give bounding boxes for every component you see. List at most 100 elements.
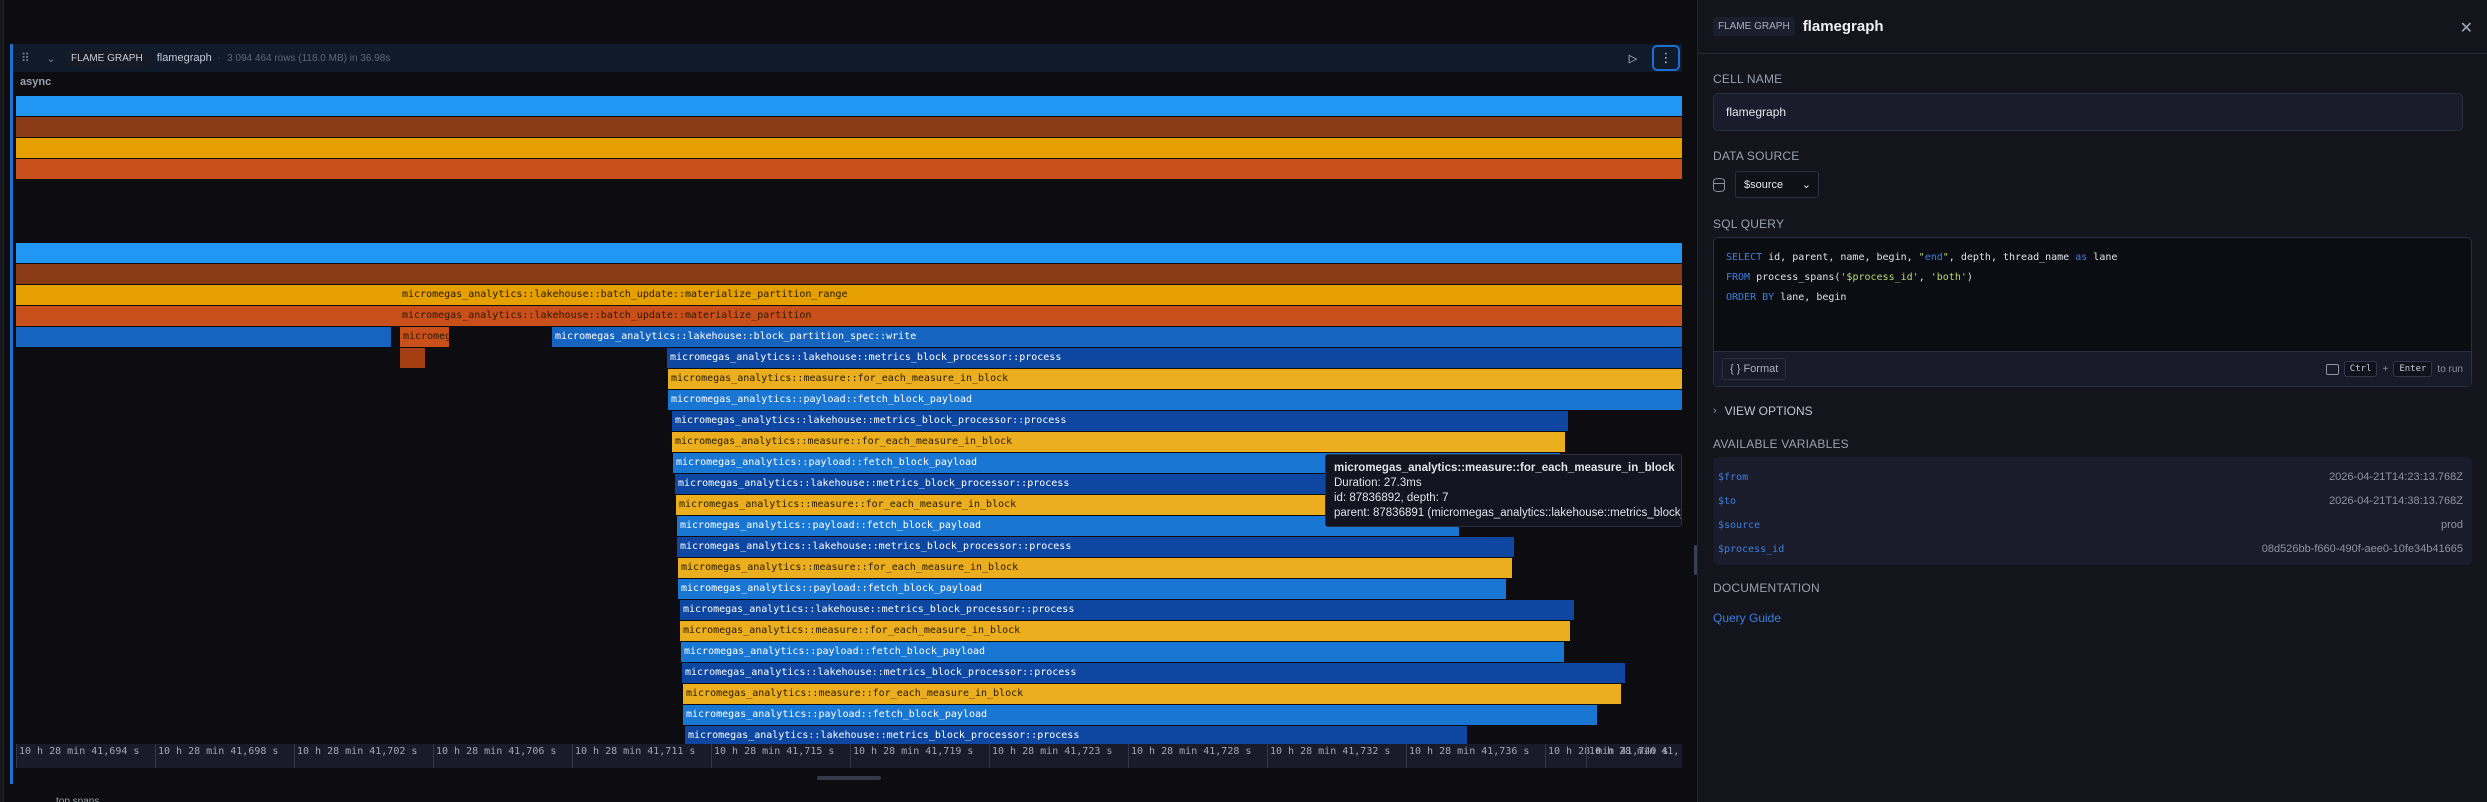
sql-code[interactable]: SELECT id, parent, name, begin, "end", d… [1714, 238, 2471, 308]
play-icon: ▷ [1628, 52, 1638, 65]
stats-separator: · [217, 52, 222, 64]
sql-quote: " [1918, 252, 1925, 263]
sql-keyword: end [1924, 252, 1943, 263]
sql-query-label: SQL QUERY [1713, 217, 1785, 231]
flame-span[interactable]: micromegas_analytics::lakehouse::metrics… [667, 348, 1682, 368]
kebab-menu-icon: ⋮ [1659, 50, 1673, 65]
flame-span[interactable]: micromegas_analytics::measure::for_each_… [678, 558, 1512, 578]
flame-span[interactable] [16, 138, 1682, 158]
documentation-label: DOCUMENTATION [1713, 581, 1820, 595]
tooltip-duration: Duration: 27.3ms [1334, 477, 1422, 489]
variable-row[interactable]: $process_id 08d526bb-f660-490f-aee0-10fe3… [1713, 537, 2472, 561]
flame-span[interactable]: micromegas_analytics::payload::fetch_blo… [677, 516, 1459, 536]
span-tooltip: micromegas_analytics::measure::for_each_… [1325, 454, 1682, 527]
kbd-enter: Enter [2393, 361, 2433, 377]
query-guide-link[interactable]: Query Guide [1713, 611, 1782, 625]
chevron-down-icon: ⌄ [1801, 179, 1811, 191]
tooltip-parent: parent: 87836891 (micromegas_analytics::… [1334, 507, 1681, 519]
cell-name-input[interactable]: flamegraph [1713, 93, 2463, 131]
notebook-area: ⠿ ⌄ FLAME GRAPH flamegraph · 3 094 464 r… [0, 0, 1698, 802]
axis-tick: 10 h 28 min 41,711 s [572, 744, 695, 768]
axis-tick: 10 h 28 min 41,694 s [16, 744, 139, 768]
variable-row[interactable]: $from 2026-04-21T14:23:13.768Z [1713, 465, 2472, 489]
cell-header-actions: ▷ ⋮ [1620, 44, 1682, 72]
flame-span[interactable]: micromegas_analytics::lakehouse::metrics… [675, 474, 1460, 494]
collapse-chevron-icon[interactable]: ⌄ [46, 52, 56, 65]
flame-span[interactable]: micromegas_analytics::lakehouse::metrics… [680, 600, 1574, 620]
close-icon[interactable]: ✕ [2459, 20, 2473, 37]
cell-name: flamegraph [156, 52, 212, 64]
flame-span[interactable] [16, 159, 1682, 179]
horizontal-scrollbar[interactable] [817, 776, 881, 780]
vertical-scrollbar[interactable] [1694, 545, 1697, 575]
flame-span[interactable]: micromegas_analytics::lakehouse::metrics… [682, 663, 1625, 683]
flame-span[interactable] [400, 348, 425, 368]
flame-span[interactable]: micromegas_analytics::measure::for_each_… [676, 495, 1458, 515]
flame-span[interactable]: micromegas_analytics::measure::for_each_… [668, 369, 1682, 389]
variable-row[interactable]: $source prod [1713, 513, 2472, 537]
axis-tick: 10 h 28 min 41, [1586, 744, 1679, 768]
format-button[interactable]: { } Format [1722, 358, 1787, 380]
panel-type-badge: FLAME GRAPH [1713, 17, 1795, 36]
sql-text: process_spans( [1750, 272, 1841, 283]
cell-editor-panel: FLAME GRAPH flamegraph ✕ CELL NAME flame… [1698, 0, 2487, 802]
view-options-label: VIEW OPTIONS [1724, 404, 1813, 418]
axis-tick: 10 h 28 min 41,728 s [1128, 744, 1251, 768]
flame-span[interactable]: micromegas_analytics::payload::fetch_blo… [683, 705, 1597, 725]
data-source-value: $source [1744, 178, 1784, 191]
flame-span[interactable]: micromegas_analytics::lakehouse::batch_u… [16, 285, 1682, 305]
left-gutter [0, 0, 4, 802]
drag-handle-icon[interactable]: ⠿ [21, 51, 30, 65]
time-axis: 10 h 28 min 41,694 s 10 h 28 min 41,698 s… [16, 744, 1682, 768]
sql-line-2: FROM process_spans('$process_id', 'both'… [1726, 268, 2471, 288]
sql-text: id, parent, name, begin, [1762, 252, 1919, 263]
run-hint-text: to run [2437, 363, 2463, 375]
axis-tick: 10 h 28 min 41,706 s [433, 744, 556, 768]
flame-span[interactable]: micromegas_analytics::lakehouse::metrics… [672, 411, 1568, 431]
cell-selected-accent [10, 44, 13, 784]
flame-span[interactable] [16, 264, 1682, 284]
sql-line-3: ORDER BY lane, begin [1726, 288, 2471, 308]
flame-span[interactable] [16, 117, 1682, 137]
flame-span[interactable] [16, 243, 1682, 263]
flame-span[interactable]: micromegas_analytics::lakehouse::metrics… [685, 726, 1467, 746]
variable-value: 2026-04-21T14:23:13.768Z [2329, 471, 2463, 483]
view-options-toggle[interactable]: › VIEW OPTIONS [1713, 404, 1813, 418]
flame-span[interactable]: micromegas_analytics::payload::fetch_blo… [681, 642, 1564, 662]
run-shortcut-hint: Ctrl + Enter to run [2325, 361, 2463, 377]
flame-span[interactable]: micromegas_analytics::measure::for_each_… [672, 432, 1565, 452]
axis-tick: 10 h 28 min 41,732 s [1267, 744, 1390, 768]
flame-span[interactable] [16, 327, 391, 347]
flame-span[interactable]: micromegas_analytics::measure::for_each_… [680, 621, 1570, 641]
run-cell-button[interactable]: ▷ [1620, 45, 1646, 71]
data-source-label: DATA SOURCE [1713, 149, 1800, 163]
cell-name-label: CELL NAME [1713, 72, 1783, 86]
sql-text: ) [1966, 272, 1973, 283]
data-source-select[interactable]: $source ⌄ [1735, 171, 1819, 198]
flame-span[interactable]: micromegas_analytics::lakehouse::block_p… [552, 327, 1682, 347]
lane-label-async: async [20, 76, 52, 88]
flame-span[interactable]: micromegas_analytics::lakehouse::metrics… [677, 537, 1514, 557]
flame-span[interactable]: micromegas_analytics::lakehouse::batch_u… [16, 306, 1682, 326]
flame-span[interactable] [16, 96, 1682, 116]
axis-tick: 10 h 28 min 41,740 s [1545, 744, 1668, 768]
variables-list: $from 2026-04-21T14:23:13.768Z $to 2026-04-… [1713, 457, 2472, 565]
flame-span[interactable]: micromegas_analytics::measure::for_each_… [683, 684, 1621, 704]
chevron-right-icon: › [1713, 405, 1717, 417]
sql-keyword: ORDER BY [1726, 292, 1775, 303]
sql-keyword: FROM [1726, 272, 1751, 283]
variable-row[interactable]: $to 2026-04-21T14:38:13.768Z [1713, 489, 2472, 513]
next-cell-title: top spans [56, 796, 100, 802]
variable-value: prod [2440, 519, 2463, 531]
flame-span[interactable]: micromegas_analytics::payload::fetch_blo… [678, 579, 1506, 599]
sql-quote: " [1942, 252, 1949, 263]
sql-editor[interactable]: SELECT id, parent, name, begin, "end", d… [1713, 237, 2472, 387]
sql-editor-footer: { } Format Ctrl + Enter to run [1714, 351, 2471, 386]
cell-header: ⠿ ⌄ FLAME GRAPH flamegraph · 3 094 464 r… [13, 44, 1682, 72]
flame-span[interactable]: micromegas_analytics::lakehouse::block_p… [400, 327, 449, 347]
cell-menu-button[interactable]: ⋮ [1652, 45, 1680, 71]
sql-text: lane [2087, 252, 2118, 263]
flame-span[interactable]: micromegas_analytics::payload::fetch_blo… [668, 390, 1682, 410]
axis-tick: 10 h 28 min 41,736 s [1406, 744, 1529, 768]
